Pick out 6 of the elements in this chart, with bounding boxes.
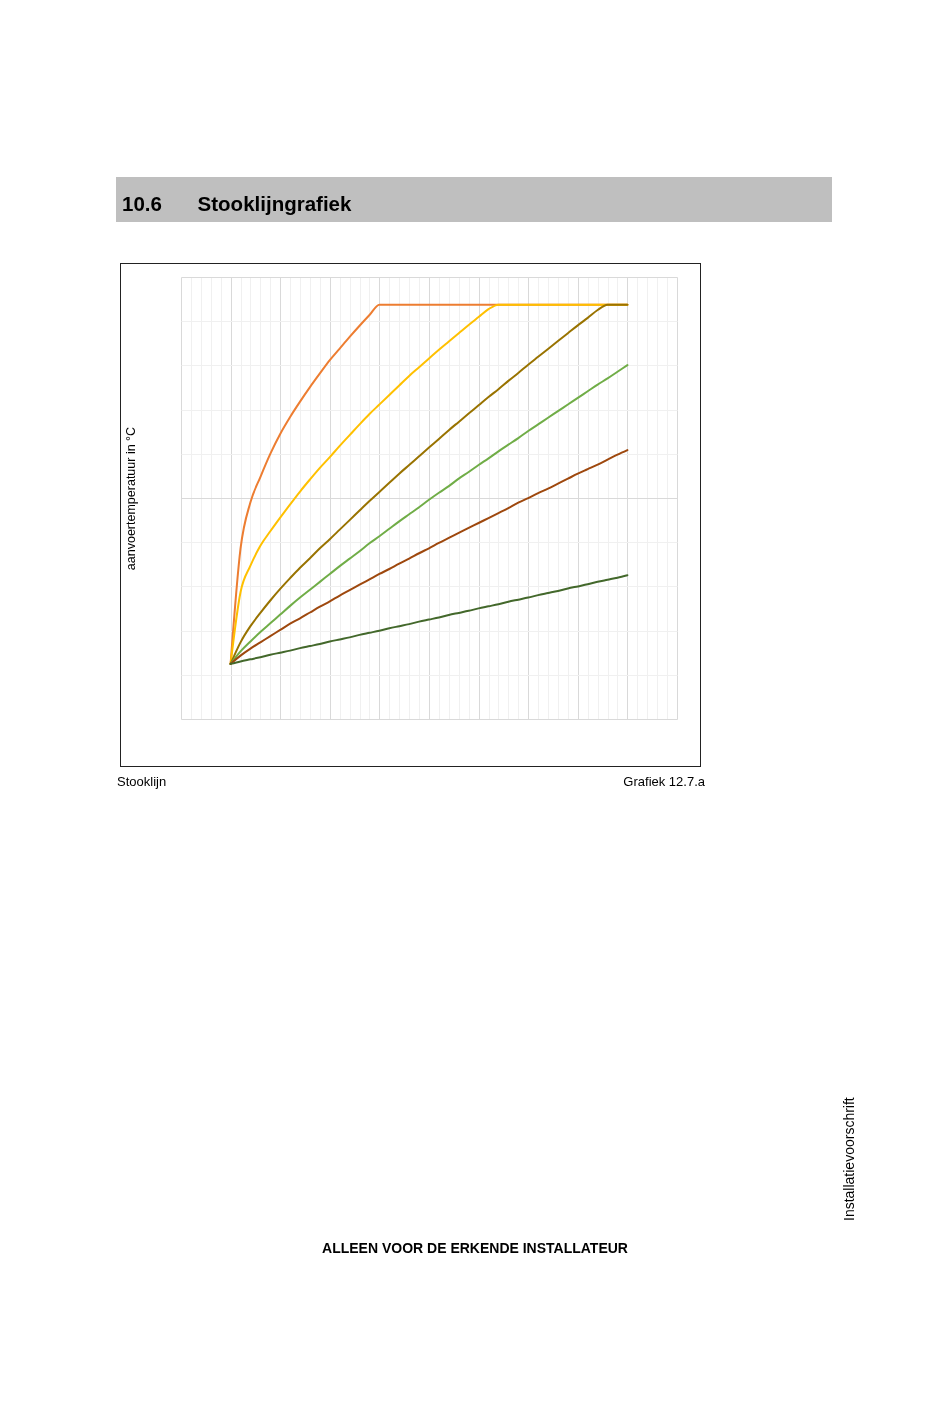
text: Installatievoorschrift (841, 1097, 857, 1221)
text: ALLEEN VOOR DE ERKENDE INSTALLATEUR (322, 1240, 628, 1256)
text: Stooklijn (117, 774, 167, 789)
text: Grafiek 12.7.a (623, 774, 705, 789)
y-axis-title: aanvoertemperatuur in °C (123, 426, 138, 571)
chart-title: 10.6 Stooklijngrafiek (122, 192, 352, 216)
